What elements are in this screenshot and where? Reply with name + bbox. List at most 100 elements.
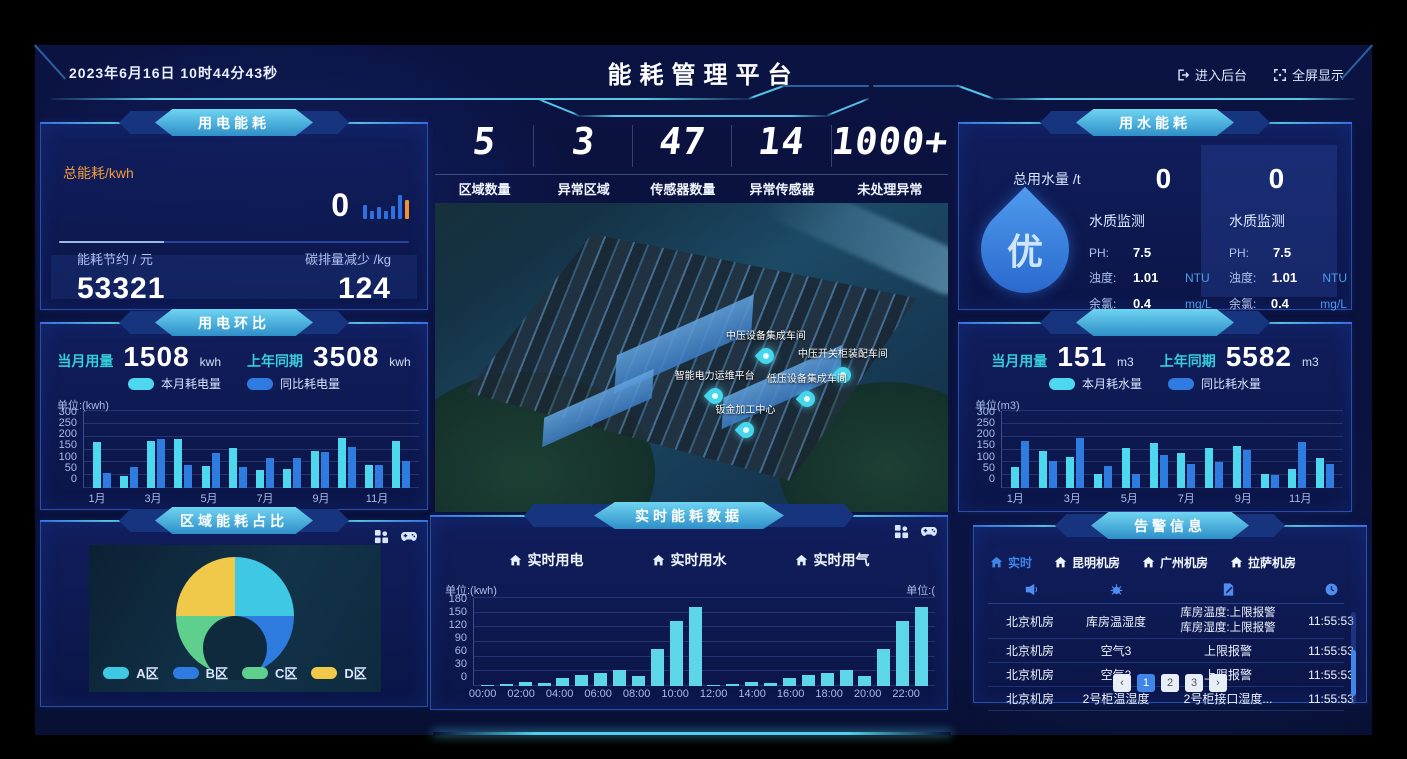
bar (310, 450, 319, 488)
x-tick-label: 3月 (1063, 493, 1081, 505)
region-share-backdrop: A区 B区 C区 D区 (89, 545, 381, 692)
alarm-table-header (988, 578, 1344, 604)
current-month-value: 1508 (123, 341, 190, 372)
bar (375, 464, 384, 488)
header-datetime: 2023年6月16日 10时44分43秒 (69, 65, 279, 81)
gridline (1002, 435, 1343, 437)
page-button-2[interactable]: 2 (1161, 674, 1179, 692)
y-tick-label: 250 (58, 417, 77, 430)
bar (402, 461, 411, 488)
y-tick-label: 150 (976, 439, 995, 452)
bar (157, 439, 166, 488)
tab-实时用电[interactable]: 实时用电 (509, 550, 584, 570)
y-tick-label: 60 (454, 645, 467, 657)
stat-value: 14 (756, 120, 809, 163)
spark-bar (391, 205, 395, 219)
factory-3d-map: 中压设备集成车间 中压开关柜装配车间 智能电力运维平台 低压设备集成车间 钣金加工中心 (435, 203, 948, 512)
bar (1131, 473, 1140, 488)
bar (820, 673, 834, 686)
chart-type-grid-icon[interactable] (374, 529, 389, 544)
chlorine-value: 0.4 (1270, 296, 1289, 311)
header-line (536, 97, 580, 117)
chart-type-grid-icon[interactable] (894, 524, 909, 539)
tab-实时用气[interactable]: 实时用气 (795, 550, 870, 570)
chlorine-value: 0.4 (1133, 296, 1152, 311)
device-icon (1109, 582, 1124, 597)
map-pin-label: 智能电力运维平台 (674, 370, 755, 382)
panel-electricity: 用电能耗 总能耗/kwh 0 能耗节约 / 元 53321 碳排量减少 /kg … (40, 109, 428, 310)
bar-group (365, 411, 384, 488)
bar (556, 677, 570, 686)
alarm-tab-昆明机房[interactable]: 昆明机房 (1054, 554, 1120, 571)
stat-value: 5 (470, 120, 499, 163)
previous-year-unit: kwh (389, 355, 411, 369)
x-tick-label: 10:00 (661, 688, 689, 700)
bar (1121, 448, 1130, 488)
ph-label: PH: (1089, 246, 1110, 260)
saving-label: 能耗节约 / 元 (77, 251, 153, 267)
y-tick-label: 100 (58, 450, 77, 463)
home-icon (652, 554, 665, 567)
bar (1177, 453, 1186, 488)
ph-value: 7.5 (1273, 245, 1292, 260)
gamepad-icon[interactable] (921, 524, 937, 539)
gridline (474, 655, 935, 657)
gridline (474, 626, 935, 628)
bar (896, 620, 910, 686)
electricity-summary: 能耗节约 / 元 53321 碳排量减少 /kg 124 (51, 252, 417, 305)
bar (1316, 458, 1325, 488)
legend-label: C区 (275, 666, 298, 681)
alarm-message: 库房温度:上限报警 库房湿度:上限报警 (1160, 604, 1296, 638)
bar-group (1066, 411, 1085, 488)
alarm-row[interactable]: 北京机房 库房温湿度 库房温度:上限报警 库房湿度:上限报警 11:55:53 (988, 604, 1354, 639)
exit-door-icon (1176, 68, 1190, 82)
bar (129, 467, 138, 488)
page-button-3[interactable]: 3 (1185, 674, 1203, 692)
gridline (474, 685, 935, 686)
header-line (576, 115, 830, 117)
tab-label: 实时用电 (527, 552, 584, 568)
fullscreen-button[interactable]: 全屏显示 (1273, 65, 1344, 84)
alarm-tab-拉萨机房[interactable]: 拉萨机房 (1230, 554, 1296, 571)
bar (839, 670, 853, 686)
alarm-row[interactable]: 北京机房 空气3 上限报警 11:55:53 (988, 639, 1354, 663)
bar-group (1038, 411, 1057, 488)
x-tick-label: 04:00 (545, 688, 574, 700)
bar (726, 684, 740, 686)
tab-实时用水[interactable]: 实时用水 (652, 550, 727, 570)
chlorine-label: 余氯: (1229, 297, 1257, 311)
legend-swatch (311, 666, 338, 679)
bar (915, 606, 929, 686)
panel-realtime: 实时能耗数据 实时用电 实时用水 实时用气 单位:(kwh) 单位:( 180 150… (430, 502, 948, 710)
alarm-tab-广州机房[interactable]: 广州机房 (1142, 554, 1208, 571)
alarm-row[interactable]: 北京机房 2号柜温湿度 2号柜接口湿度... 11:55:53 (988, 687, 1354, 711)
gridline (1002, 410, 1343, 411)
x-tick-label: 14:00 (738, 688, 766, 700)
turbidity-unit: NTU (1322, 271, 1347, 285)
page-button-‹[interactable]: ‹ (1113, 674, 1131, 692)
home-icon (795, 554, 808, 567)
gamepad-icon[interactable] (401, 529, 417, 544)
bar (283, 468, 292, 488)
total-water-label: 总用水量 /t (1013, 171, 1081, 187)
x-tick-label: 1月 (88, 493, 106, 505)
bar (669, 620, 683, 686)
alarm-tab-实时[interactable]: 实时 (990, 554, 1032, 571)
page-button-›[interactable]: › (1209, 674, 1227, 692)
alarm-time: 11:55:53 (1308, 614, 1354, 628)
scrollbar-thumb[interactable] (1351, 650, 1356, 696)
x-tick-label: 18:00 (815, 688, 843, 700)
bar (1066, 457, 1075, 488)
bar (147, 440, 156, 488)
page-button-1[interactable]: 1 (1137, 674, 1155, 692)
gridline (1002, 487, 1343, 488)
bar (1149, 443, 1158, 488)
total-energy-value: 0 (331, 187, 349, 223)
enter-admin-button[interactable]: 进入后台 (1176, 65, 1247, 84)
bar-group (147, 411, 166, 488)
legend-swatch (172, 666, 199, 679)
bar (92, 441, 101, 488)
bar (1205, 448, 1214, 488)
gridline (84, 435, 419, 437)
map-pin-label: 中压开关柜装配车间 (797, 349, 888, 361)
